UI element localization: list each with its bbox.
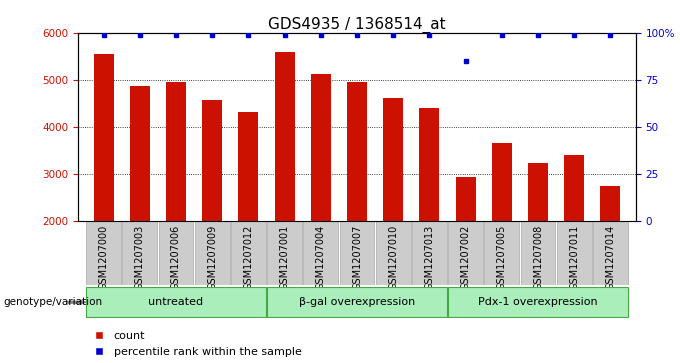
Bar [311,74,330,316]
Title: GDS4935 / 1368514_at: GDS4935 / 1368514_at [268,16,446,33]
Text: β-gal overexpression: β-gal overexpression [299,297,415,307]
Bar [231,221,266,285]
Text: GSM1207000: GSM1207000 [99,225,109,290]
Bar [376,221,411,285]
Bar [557,221,592,285]
Bar [239,112,258,316]
Bar [86,287,266,317]
Bar [347,82,367,316]
Bar [420,108,439,316]
Bar [593,221,628,285]
Text: GSM1207001: GSM1207001 [279,225,290,290]
Bar [448,221,483,285]
Bar [484,221,520,285]
Bar [456,177,475,316]
Bar [448,287,628,317]
Bar [528,163,548,316]
Text: Pdx-1 overexpression: Pdx-1 overexpression [478,297,598,307]
Text: GSM1207008: GSM1207008 [533,225,543,290]
Bar [86,221,121,285]
Bar [267,287,447,317]
Bar [275,53,294,316]
Bar [158,221,193,285]
Text: GSM1207006: GSM1207006 [171,225,181,290]
Text: GSM1207014: GSM1207014 [605,225,615,290]
Bar [202,100,222,316]
Text: GSM1207003: GSM1207003 [135,225,145,290]
Bar [94,54,114,316]
Bar [130,86,150,316]
Bar [492,143,512,316]
Text: GSM1207012: GSM1207012 [243,225,254,290]
Text: GSM1207011: GSM1207011 [569,225,579,290]
Text: GSM1207002: GSM1207002 [460,225,471,290]
Legend: count, percentile rank within the sample: count, percentile rank within the sample [84,327,306,361]
Text: GSM1207010: GSM1207010 [388,225,398,290]
Text: GSM1207007: GSM1207007 [352,225,362,290]
Bar [267,221,302,285]
Bar [384,98,403,316]
Bar [166,82,186,316]
Bar [564,155,584,316]
Bar [303,221,338,285]
Text: GSM1207013: GSM1207013 [424,225,435,290]
Bar [339,221,375,285]
Text: genotype/variation: genotype/variation [3,297,103,307]
Bar [412,221,447,285]
Bar [194,221,230,285]
Bar [521,221,556,285]
Bar [122,221,157,285]
Text: GSM1207004: GSM1207004 [316,225,326,290]
Text: GSM1207005: GSM1207005 [497,225,507,290]
Text: GSM1207009: GSM1207009 [207,225,217,290]
Text: untreated: untreated [148,297,203,307]
Bar [600,185,620,316]
